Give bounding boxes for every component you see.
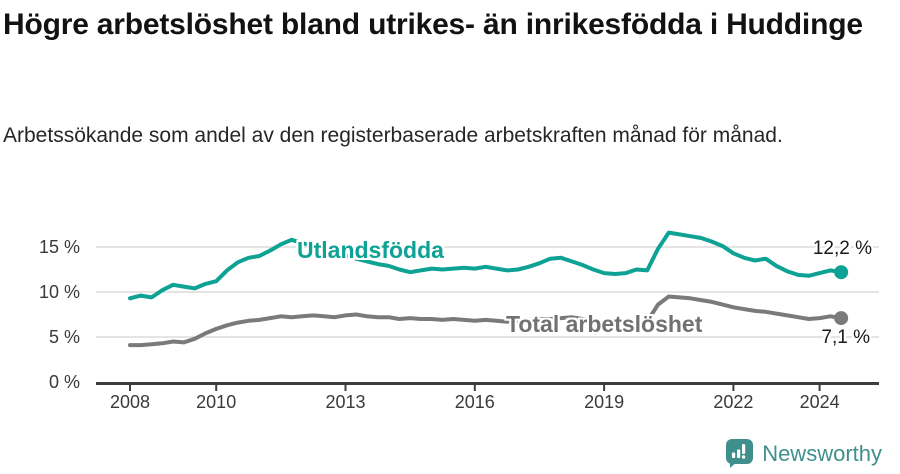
series-label-total-arbetsloshet: Total arbetslöshet — [506, 311, 703, 337]
series-label-utlandsfodda: Utlandsfödda — [297, 237, 444, 263]
x-axis-label: 2013 — [325, 392, 366, 412]
x-axis-label: 2022 — [713, 392, 754, 412]
newsworthy-chart-speech-bubble-icon — [726, 439, 754, 468]
x-axis-label: 2008 — [109, 392, 151, 412]
y-axis-label: 10 % — [38, 282, 80, 302]
newsworthy-logo[interactable]: Newsworthy — [725, 438, 882, 469]
y-axis-label: 5 % — [48, 327, 80, 347]
newsworthy-brand-text: Newsworthy — [762, 440, 882, 466]
x-axis-label: 2024 — [799, 392, 840, 412]
chart-subtitle: Arbetssökande som andel av den registerb… — [3, 124, 783, 147]
page-title: Högre arbetslöshet bland utrikes- än inr… — [3, 8, 863, 41]
x-axis-label: 2010 — [196, 392, 237, 412]
x-axis-label: 2016 — [454, 392, 495, 412]
end-value-label-utlandsfodda: 12,2 % — [812, 238, 872, 259]
y-axis-label: 0 % — [48, 372, 80, 392]
end-value-label-total: 7,1 % — [821, 327, 870, 348]
x-axis-label: 2019 — [584, 392, 625, 412]
y-axis-label: 15 % — [38, 237, 80, 257]
